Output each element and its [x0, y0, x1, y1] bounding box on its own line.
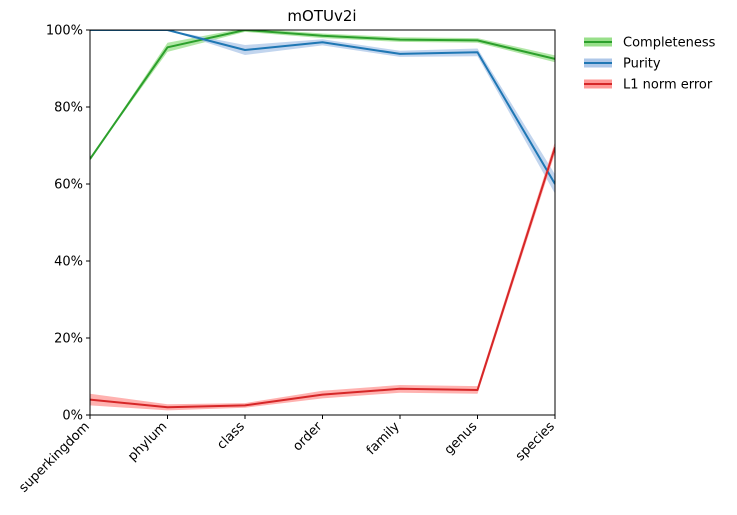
x-tick-label: phylum: [125, 419, 170, 464]
legend-label: L1 norm error: [623, 78, 713, 93]
x-tick-label: superkingdom: [16, 419, 92, 495]
confidence-bands: [90, 30, 555, 411]
y-tick-label: 100%: [46, 24, 83, 39]
y-tick-label: 0%: [62, 409, 83, 424]
series-line: [90, 30, 555, 185]
series-band: [90, 30, 555, 159]
chart-title: mOTUv2i: [287, 7, 356, 25]
y-tick-label: 40%: [54, 255, 83, 270]
x-axis: superkingdom phylum class order family genus s…: [16, 415, 558, 496]
legend-label: Completeness: [623, 36, 716, 51]
y-axis: 0% 20% 40% 60% 80% 100%: [46, 24, 90, 424]
series-band: [90, 141, 555, 411]
x-tick-label: order: [290, 419, 326, 455]
legend-label: Purity: [623, 57, 661, 72]
x-tick-label: family: [364, 419, 403, 458]
y-tick-label: 20%: [54, 332, 83, 347]
y-tick-label: 80%: [54, 101, 83, 116]
x-tick-label: class: [214, 419, 248, 453]
plot-frame: [89, 29, 556, 416]
series-line: [90, 147, 555, 409]
series-lines: [90, 30, 555, 409]
y-tick-label: 60%: [54, 178, 83, 193]
x-tick-label: genus: [442, 419, 481, 458]
legend: Completeness Purity L1 norm error: [584, 36, 716, 93]
series-line: [90, 30, 555, 160]
x-tick-label: species: [513, 419, 558, 464]
